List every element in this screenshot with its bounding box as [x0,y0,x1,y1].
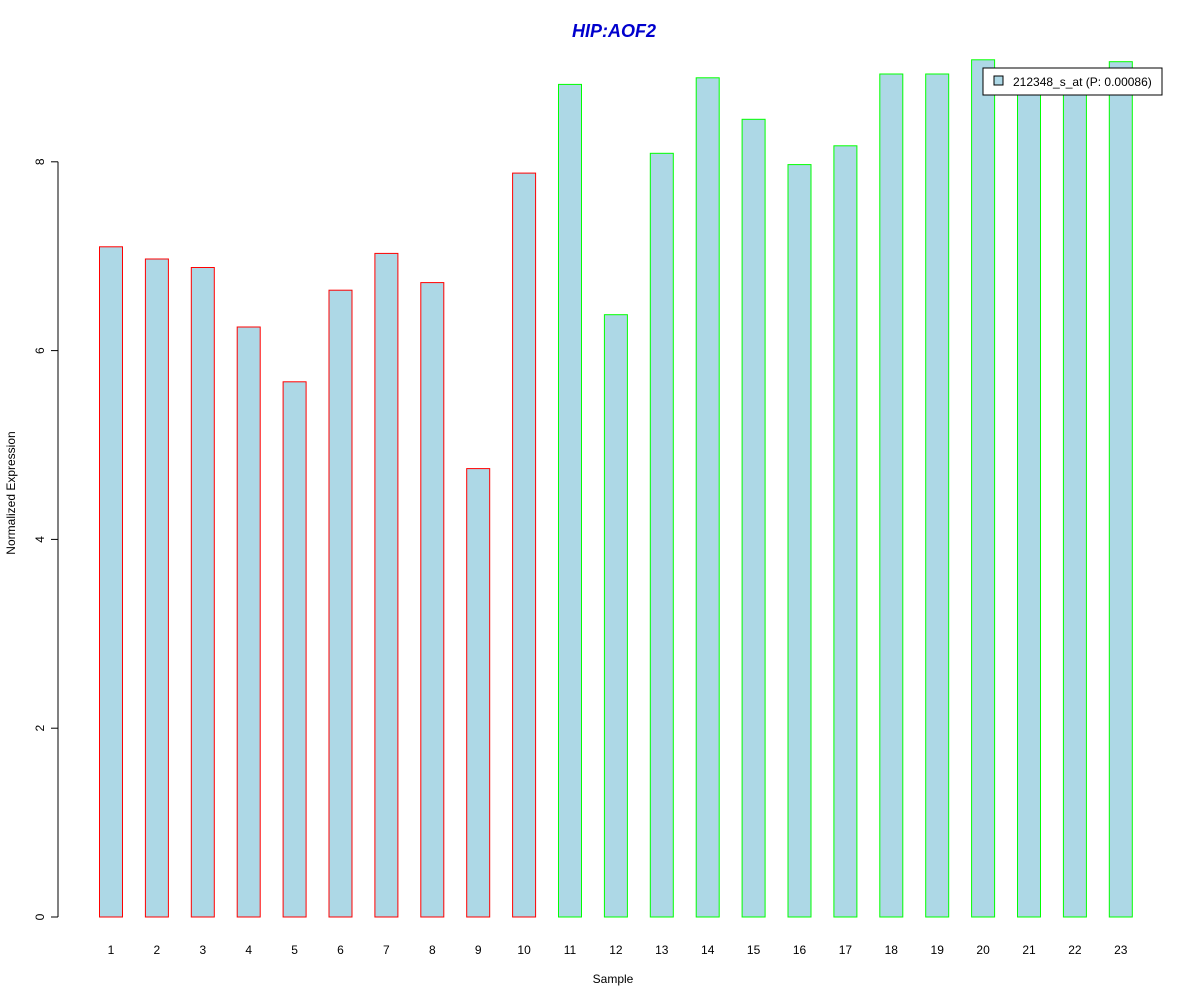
legend-swatch [993,75,1004,86]
x-tick-label-21: 21 [1022,943,1036,957]
x-tick-label-22: 22 [1068,943,1082,957]
y-axis-ticks: 0 2 4 6 8 [33,158,58,920]
x-tick-label-9: 9 [475,943,482,957]
x-tick-label-17: 17 [839,943,853,957]
bar-sample-1 [99,246,123,918]
bar-sample-12 [603,314,628,918]
bar-sample-11 [558,83,582,918]
bar-sample-23 [1108,61,1133,918]
bar-sample-4 [236,326,261,918]
bar-sample-9 [466,468,491,918]
y-tick-label-0: 0 [33,913,47,920]
bar-sample-13 [649,152,674,918]
bar-sample-8 [420,282,445,918]
bar-sample-2 [144,258,169,918]
legend: 212348_s_at (P: 0.00086) [982,67,1163,96]
y-tick-label-8: 8 [33,158,47,165]
x-tick-label-2: 2 [154,943,161,957]
bar-sample-5 [282,381,307,918]
x-tick-label-14: 14 [701,943,715,957]
x-tick-label-6: 6 [337,943,344,957]
bar-sample-7 [374,252,399,918]
bar-sample-21 [1017,77,1041,918]
y-axis-title: Normalized Expression [4,431,18,554]
x-axis-ticks: 1 2 3 4 5 6 7 8 9 10 11 12 13 14 15 16 17 18 19 20 21 22 23 [108,943,1128,957]
x-tick-label-18: 18 [885,943,899,957]
x-tick-label-16: 16 [793,943,807,957]
bar-sample-17 [833,145,858,918]
x-tick-label-15: 15 [747,943,761,957]
bar-sample-20 [971,59,996,918]
x-tick-label-5: 5 [291,943,298,957]
bar-sample-18 [879,73,904,918]
x-tick-label-12: 12 [609,943,623,957]
x-tick-label-8: 8 [429,943,436,957]
x-tick-label-4: 4 [245,943,252,957]
bar-sample-19 [925,73,950,918]
chart-title: HIP:AOF2 [572,21,656,41]
x-tick-label-10: 10 [517,943,531,957]
legend-label: 212348_s_at (P: 0.00086) [1013,75,1152,89]
bars-layer [99,59,1133,918]
x-tick-label-19: 19 [931,943,945,957]
x-axis-title: Sample [593,972,634,986]
bar-sample-16 [787,164,812,918]
bar-sample-14 [695,77,720,918]
bar-sample-22 [1062,77,1087,918]
x-tick-label-20: 20 [976,943,990,957]
bar-sample-15 [741,118,766,918]
x-tick-label-13: 13 [655,943,669,957]
x-tick-label-7: 7 [383,943,390,957]
y-tick-label-2: 2 [33,725,47,732]
x-tick-label-3: 3 [199,943,206,957]
x-tick-label-23: 23 [1114,943,1128,957]
x-tick-label-11: 11 [564,943,577,957]
bar-sample-3 [190,267,215,918]
bar-sample-6 [328,289,353,918]
bar-sample-10 [512,172,537,918]
y-tick-label-4: 4 [33,536,47,543]
x-tick-label-1: 1 [108,943,115,957]
y-tick-label-6: 6 [33,347,47,354]
legend-box [982,67,1163,96]
